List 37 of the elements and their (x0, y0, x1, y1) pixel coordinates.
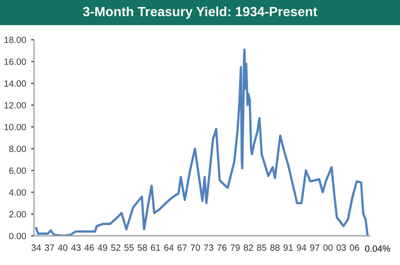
x-tick-label: 79 (230, 244, 240, 251)
y-tick-label: 2.00 (9, 211, 26, 218)
y-tick-label: 12.00 (4, 102, 26, 108)
x-tick-label: 64 (164, 244, 174, 251)
x-tick-label: 67 (178, 244, 187, 251)
x-tick-label: 88 (270, 244, 280, 251)
x-tick-label: 73 (204, 244, 214, 251)
x-tick-label: 70 (190, 244, 200, 251)
x-tick-label: 49 (98, 244, 108, 251)
x-tick-label: 46 (84, 244, 94, 251)
x-tick-label: 43 (71, 244, 81, 251)
x-tick-label: 06 (350, 244, 360, 251)
x-tick-label: 76 (217, 244, 227, 251)
x-tick-label: 94 (296, 244, 306, 251)
x-tick-label: 03 (336, 244, 346, 251)
y-tick-label: 10.00 (4, 124, 26, 130)
annotation: 0.04% (365, 245, 390, 252)
y-tick-label: 18.00 (4, 36, 26, 44)
y-tick-label: 14.00 (4, 80, 26, 87)
x-tick-label: 00 (323, 244, 333, 251)
x-tick-label: 91 (284, 244, 293, 251)
x-tick-label: 37 (44, 244, 54, 251)
x-tick-label: 52 (111, 244, 120, 251)
x-tick-label: 40 (58, 244, 68, 251)
y-tick-label: 4.00 (9, 189, 26, 196)
y-tick-label: 16.00 (4, 58, 26, 65)
chart-title: 3-Month Treasury Yield: 1934-Present (82, 6, 318, 19)
x-tick-label: 85 (257, 244, 266, 251)
y-tick-label: 6.00 (9, 167, 26, 174)
y-tick-label: 0.00 (9, 232, 26, 240)
x-tick-label: 82 (244, 244, 253, 251)
y-tick-label: 8.00 (9, 146, 26, 152)
x-tick-label: 34 (32, 244, 41, 251)
x-tick-label: 97 (310, 244, 320, 251)
x-tick-label: 58 (138, 244, 147, 251)
x-tick-label: 55 (124, 244, 134, 251)
x-tick-label: 61 (151, 244, 160, 251)
